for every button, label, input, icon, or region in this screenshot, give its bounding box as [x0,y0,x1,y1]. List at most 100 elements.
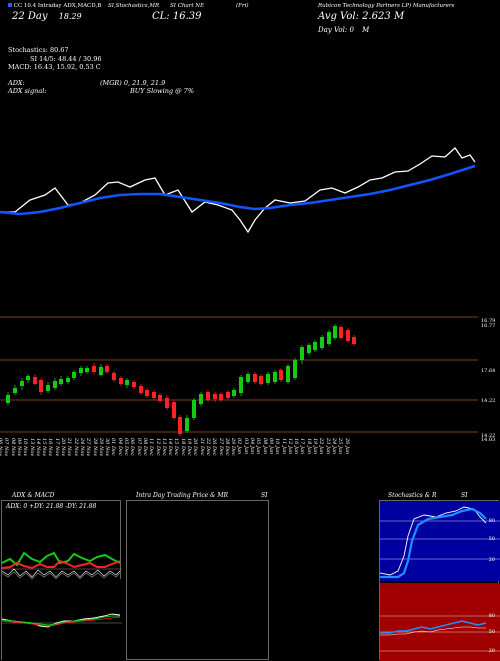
candle-9 [66,378,70,382]
candle-31 [213,394,217,399]
stoch-level-20: 20 [488,557,495,563]
stoch-readout: Stochastics: 80.67 [8,46,69,54]
rsi-bg [380,583,500,661]
adx-label: ADX: [8,79,25,87]
date-label: 18 Jan [305,438,312,455]
date-label: 26 Dec [211,438,218,456]
buy-signal: BUY Slowing @ 7% [130,87,194,95]
candle-24 [165,398,169,408]
candle-46 [313,342,317,350]
adx-line [2,568,121,578]
date-label: 24 Jan [330,438,337,455]
day-text: 22 Day [12,11,48,22]
macd-hist-line [2,616,121,627]
avg-vol-unit: M [393,11,405,22]
rsi-level-50: 50 [488,629,495,635]
date-label: 22 Dec [204,438,211,456]
close-value: 16.39 [172,11,202,22]
macd-bg [2,579,122,661]
stoch-rsi-panel: 80 50 20 80 50 20 [379,500,500,661]
stoch-level-80: 80 [488,518,495,524]
date-label: 21 Dec [198,438,205,456]
day-value: 18.29 [58,12,82,21]
stoch-d-line [380,507,487,579]
date-label: 03 Jan [242,438,249,455]
date-label: 21 Nov [66,438,73,457]
stoch-rsi-chart [380,501,500,661]
date-label: 24 Nov [78,438,85,457]
candle-1 [13,388,17,393]
date-label: 22 Jan [318,438,325,455]
chart-title-1: CC 10.4 Intraday ADX,MACD,B [13,3,102,9]
candle-33 [226,392,230,398]
candle-52 [352,337,356,344]
candle-44 [300,347,304,360]
date-label: 07 Nov [3,438,10,457]
candle-12 [85,368,89,372]
candle-10 [72,372,76,378]
candle-36 [246,374,250,382]
date-label: 12 Jan [286,438,293,455]
candle-6 [46,385,50,391]
date-label: 17 Nov [53,438,60,457]
chart-title-2: SI,Stochastics,MR [108,3,160,9]
adx-panel-title: ADX & MACD [12,492,55,499]
date-label: 07 Dec [135,438,142,456]
candle-25 [172,402,176,418]
day-label: 22 Day 18.29 [12,11,82,22]
candle-38 [259,376,263,384]
adx-panel-values: ADX: 0 +DY: 21.88 -DY: 21.88 [6,503,97,510]
chart-title-4: (Fri) [236,3,249,9]
candle-34 [232,390,236,396]
candle-17 [119,378,123,384]
adx-macd-panel: ADX: 0 +DY: 21.88 -DY: 21.88 [1,500,122,661]
day-vol-value: 0 [349,26,354,34]
date-label: 13 Nov [28,438,35,457]
candle-8 [59,379,63,384]
candle-45 [307,345,311,353]
candle-48 [327,332,331,344]
macd-readout: MACD: 16.43, 15.92, 0.53 C [8,63,101,71]
candle-19 [132,382,136,387]
candle-51 [346,330,350,341]
date-label: 06 Dec [129,438,136,456]
date-label: 09 Jan [267,438,274,455]
si-readout: SI 14/5: 48.44 / 30.96 [30,55,102,63]
avg-vol: Avg Vol: 2.623 M [318,11,404,22]
candle-22 [152,392,156,398]
avg-vol-text: Avg Vol: [318,11,359,22]
day-vol-unit: M [362,26,370,34]
stoch-panel-suffix: SI [461,492,468,499]
stoch-panel-title: Stochastics & R [388,492,437,499]
date-label: 29 Nov [97,438,104,457]
candle-32 [219,394,223,400]
date-label: 10 Jan [274,438,281,455]
date-label: 16 Nov [47,438,54,457]
date-label: 11 Dec [148,438,155,456]
candle-50 [339,327,343,338]
candle-37 [253,374,257,382]
rsi-level-20: 20 [488,648,495,654]
date-label: 08 Dec [141,438,148,456]
price-label-1: 16.77 [481,323,495,329]
date-label: 25 Jan [337,438,344,455]
adx-signal-line [2,571,121,580]
date-label: 04 Dec [116,438,123,456]
date-label: 12 Dec [154,438,161,456]
intraday-panel [126,500,269,660]
candle-5 [39,380,43,392]
candle-27 [185,418,189,431]
rsi-level-80: 80 [488,613,495,619]
adx-macd-chart [2,551,122,661]
candle-14 [99,367,103,375]
candle-29 [199,394,203,404]
candle-7 [53,381,57,388]
company-name: Rubicon Technology Partners LP) Manufact… [318,3,455,9]
intraday-panel-suffix: SI [261,492,268,499]
adx-signal-label: ADX signal: [8,87,47,95]
candle-2 [20,381,24,386]
date-label: 02 Jan [236,438,243,455]
candle-20 [139,386,143,393]
rsi-signal-line [380,626,486,636]
